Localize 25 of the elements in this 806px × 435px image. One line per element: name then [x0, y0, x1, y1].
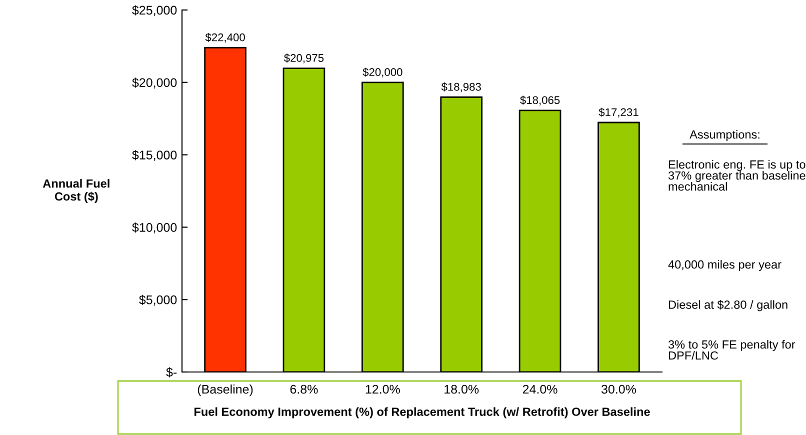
text: 3% to 5% FE penalty for DPF/LNC [668, 340, 796, 360]
y-tick-label: $10,000 [132, 222, 177, 234]
text: Diesel at $2.80 / gallon [668, 300, 788, 312]
x-tick-label: 18.0% [444, 384, 479, 394]
x-tick-label: 24.0% [522, 384, 558, 394]
data-label: $20,975 [284, 54, 324, 64]
x-axis-title: Fuel Economy Improvement (%) of Replacement Truck (w/ Retrofit) Over Baseline [194, 407, 650, 418]
text: Electronic eng. FE is up to 37% greater than baseline mechanical [668, 160, 806, 191]
x-tick-label: 12.0% [366, 384, 400, 394]
y-tick-label: $5,000 [139, 294, 177, 306]
y-axis-title: Annual Fuel Cost ($) [42, 179, 110, 203]
y-tick-label: $25,000 [132, 5, 177, 16]
data-label: $20,000 [362, 68, 402, 78]
x-tick-label: 6.8% [290, 384, 318, 394]
data-label: $17,231 [598, 108, 638, 118]
x-tick-label: 30.0% [601, 384, 636, 394]
data-label: $18,983 [441, 82, 481, 92]
y-tick-label: $- [166, 367, 177, 378]
y-tick-label: $15,000 [132, 150, 177, 161]
text: 40,000 miles per year [668, 260, 782, 272]
data-label: $18,065 [520, 96, 560, 106]
text: Assumptions: [690, 130, 760, 142]
x-tick-label: (Baseline) [198, 384, 253, 396]
data-label: $22,400 [205, 32, 245, 43]
y-tick-label: $20,000 [132, 78, 177, 89]
